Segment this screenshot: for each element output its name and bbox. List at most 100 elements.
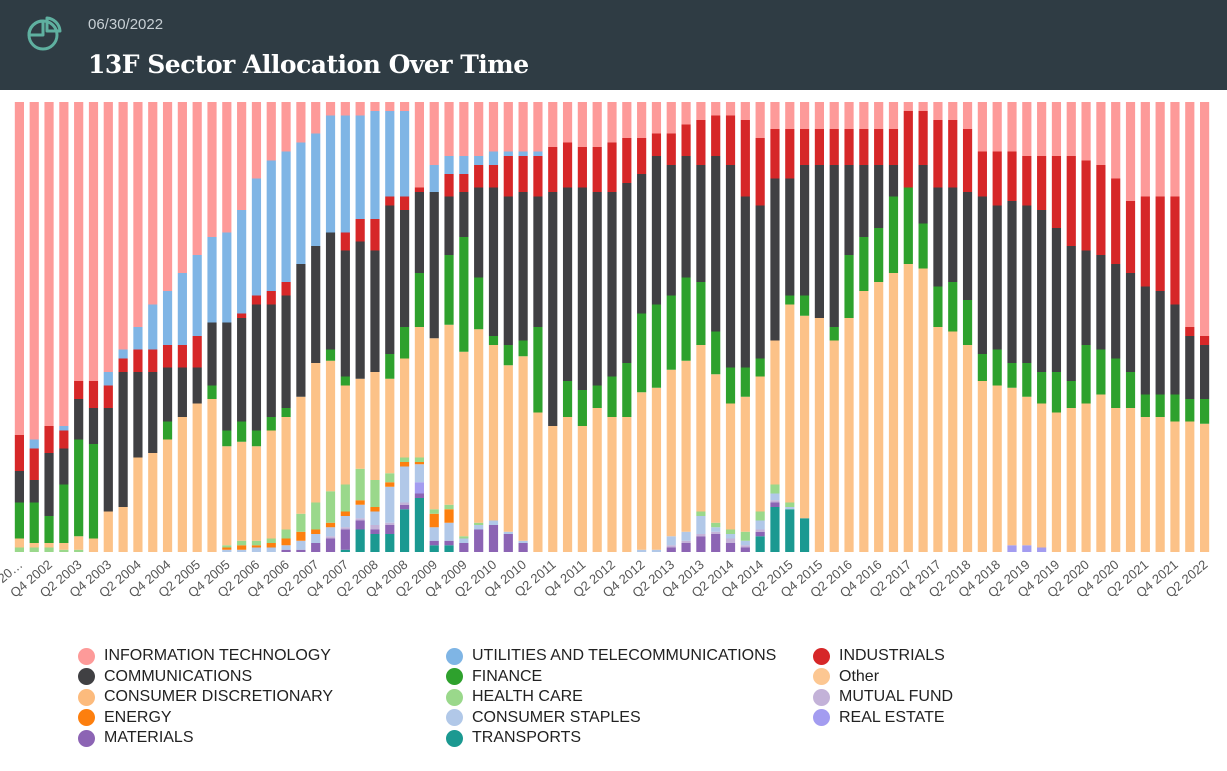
bar-segment-consumer-staples <box>414 464 424 483</box>
bar-segment-information-technology <box>459 102 469 156</box>
bar-segment-other <box>888 273 899 552</box>
bar-segment-finance <box>29 502 39 543</box>
bar-segment-information-technology <box>725 102 736 116</box>
bar-segment-communications <box>785 178 795 296</box>
legend-item[interactable]: Other <box>813 667 879 687</box>
bar-segment-information-technology <box>1007 102 1017 152</box>
bar-segment-communications <box>1111 264 1121 359</box>
bar-segment-other <box>207 399 217 552</box>
bar-segment-information-technology <box>444 102 454 156</box>
bar-segment-health-care <box>29 547 39 552</box>
legend-item[interactable]: REAL ESTATE <box>813 708 945 728</box>
bar-segment-other <box>933 327 943 552</box>
bar-segment-consumer-staples <box>340 516 350 528</box>
bar-segment-mutual-fund <box>400 502 410 505</box>
bar-segment-finance <box>1066 381 1076 408</box>
bar-segment-utilities-and-telecommunications <box>237 210 247 314</box>
bar-segment-consumer-staples <box>488 520 499 525</box>
bar-segment-consumer-staples <box>711 527 721 532</box>
bar-segment-information-technology <box>400 102 410 111</box>
bar-segment-communications <box>622 183 632 363</box>
legend-item[interactable]: FINANCE <box>446 667 542 687</box>
bar-segment-energy <box>414 462 424 465</box>
bar-segment-information-technology <box>888 102 899 129</box>
bar-segment-information-technology <box>1111 102 1121 179</box>
bar-segment-industrials <box>800 129 810 165</box>
bar-segment-other <box>562 417 573 552</box>
legend-label: INDUSTRIALS <box>839 647 945 664</box>
legend-item[interactable]: UTILITIES AND TELECOMMUNICATIONS <box>446 646 776 666</box>
legend-item[interactable]: INDUSTRIALS <box>813 646 945 666</box>
bar-segment-finance <box>518 340 528 357</box>
bar-segment-industrials <box>962 129 973 192</box>
bar-segment-other <box>237 441 247 541</box>
bar-segment-health-care <box>266 538 276 543</box>
bar-segment-finance <box>962 300 973 345</box>
bar-segment-information-technology <box>1155 102 1165 197</box>
bar-segment-finance <box>59 484 69 543</box>
bar-segment-industrials <box>577 147 587 188</box>
bar-segment-industrials <box>414 187 424 192</box>
bar-segment-other <box>222 446 232 546</box>
legend-item[interactable]: CONSUMER STAPLES <box>446 708 641 728</box>
bar-segment-communications <box>1007 201 1017 363</box>
bar-segment-finance <box>696 282 706 345</box>
legend-item[interactable]: INFORMATION TECHNOLOGY <box>78 646 331 666</box>
bar-segment-consumer-staples <box>725 534 736 539</box>
bar-segment-communications <box>711 156 721 332</box>
bar-segment-finance <box>237 421 247 442</box>
bar-segment-communications <box>562 187 573 381</box>
bar-segment-consumer-staples <box>459 538 469 543</box>
legend-swatch <box>446 709 463 726</box>
bar-segment-finance <box>725 367 736 404</box>
bar-segment-communications <box>1096 255 1106 350</box>
bar-segment-health-care <box>14 547 24 552</box>
bar-segment-information-technology <box>1081 102 1091 161</box>
bar-segment-transports <box>444 545 454 552</box>
bar-segment-health-care <box>429 509 439 514</box>
bar-segment-materials <box>429 540 439 546</box>
bar-segment-industrials <box>533 156 543 197</box>
legend-item[interactable]: ENERGY <box>78 708 172 728</box>
bar-segment-communications <box>666 165 676 296</box>
report-date: 06/30/2022 <box>88 16 164 33</box>
bar-segment-communications <box>385 205 395 354</box>
bar-segment-communications <box>103 408 113 512</box>
bar-segment-utilities-and-telecommunications <box>355 115 365 219</box>
bar-segment-information-technology <box>1125 102 1136 201</box>
bar-segment-communications <box>207 322 217 386</box>
bar-segment-other <box>859 291 869 552</box>
bar-segment-industrials <box>844 129 854 165</box>
bar-segment-information-technology <box>1022 102 1032 156</box>
bar-segment-finance <box>162 421 173 440</box>
bar-segment-industrials <box>755 138 765 206</box>
legend-label: MATERIALS <box>104 729 194 746</box>
legend-item[interactable]: MATERIALS <box>78 728 194 748</box>
bar-segment-finance <box>859 237 869 291</box>
bar-segment-health-care <box>711 522 721 528</box>
bar-segment-consumer-staples <box>740 540 750 546</box>
bar-segment-communications <box>651 156 662 305</box>
bar-segment-other <box>148 453 158 552</box>
bar-segment-mutual-fund <box>755 529 765 532</box>
bar-segment-communications <box>977 196 987 354</box>
bar-segment-transports <box>785 509 795 552</box>
bar-segment-finance <box>340 376 350 386</box>
legend-item[interactable]: CONSUMER DISCRETIONARY <box>78 687 333 707</box>
bar-segment-utilities-and-telecommunications <box>59 426 69 431</box>
bar-segment-communications <box>1022 205 1032 363</box>
bar-segment-other <box>992 385 1002 552</box>
legend-item[interactable]: MUTUAL FUND <box>813 687 953 707</box>
bar-segment-communications <box>533 196 543 327</box>
legend-item[interactable]: COMMUNICATIONS <box>78 667 252 687</box>
bar-segment-other <box>651 387 662 550</box>
bar-segment-consumer-staples <box>237 549 247 552</box>
bar-segment-information-technology <box>266 102 276 161</box>
legend-item[interactable]: TRANSPORTS <box>446 728 581 748</box>
legend-item[interactable]: HEALTH CARE <box>446 687 583 707</box>
bar-segment-health-care <box>400 457 410 462</box>
bar-segment-information-technology <box>29 102 39 440</box>
bar-segment-industrials <box>666 133 676 165</box>
bar-segment-consumer-staples <box>770 493 780 501</box>
